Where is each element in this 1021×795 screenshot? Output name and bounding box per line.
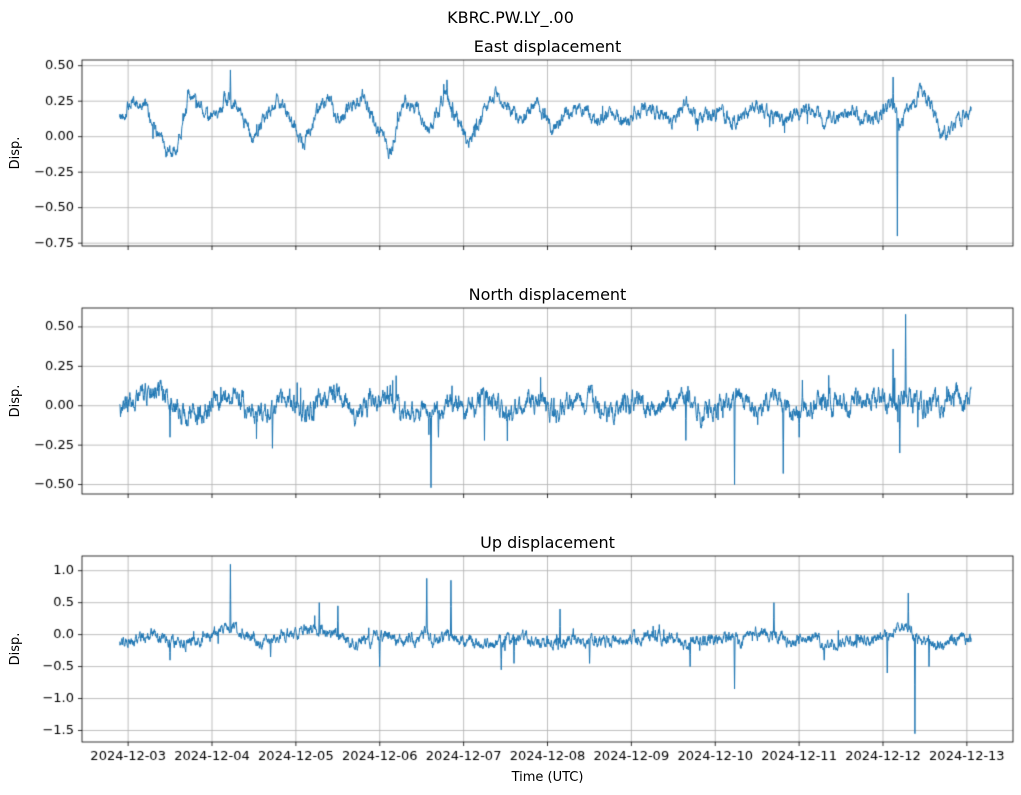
north-plot-title: North displacement	[468, 285, 627, 304]
up-plot-title: Up displacement	[480, 533, 615, 552]
east-plot-title: East displacement	[473, 37, 622, 56]
up-y-axis-label: Disp.	[8, 632, 23, 666]
east-y-axis-label: Disp.	[8, 136, 23, 170]
north-y-axis-label: Disp.	[8, 384, 23, 418]
x-axis-label: Time (UTC)	[511, 770, 584, 785]
figure-title: KBRC.PW.LY_.00	[447, 8, 574, 27]
